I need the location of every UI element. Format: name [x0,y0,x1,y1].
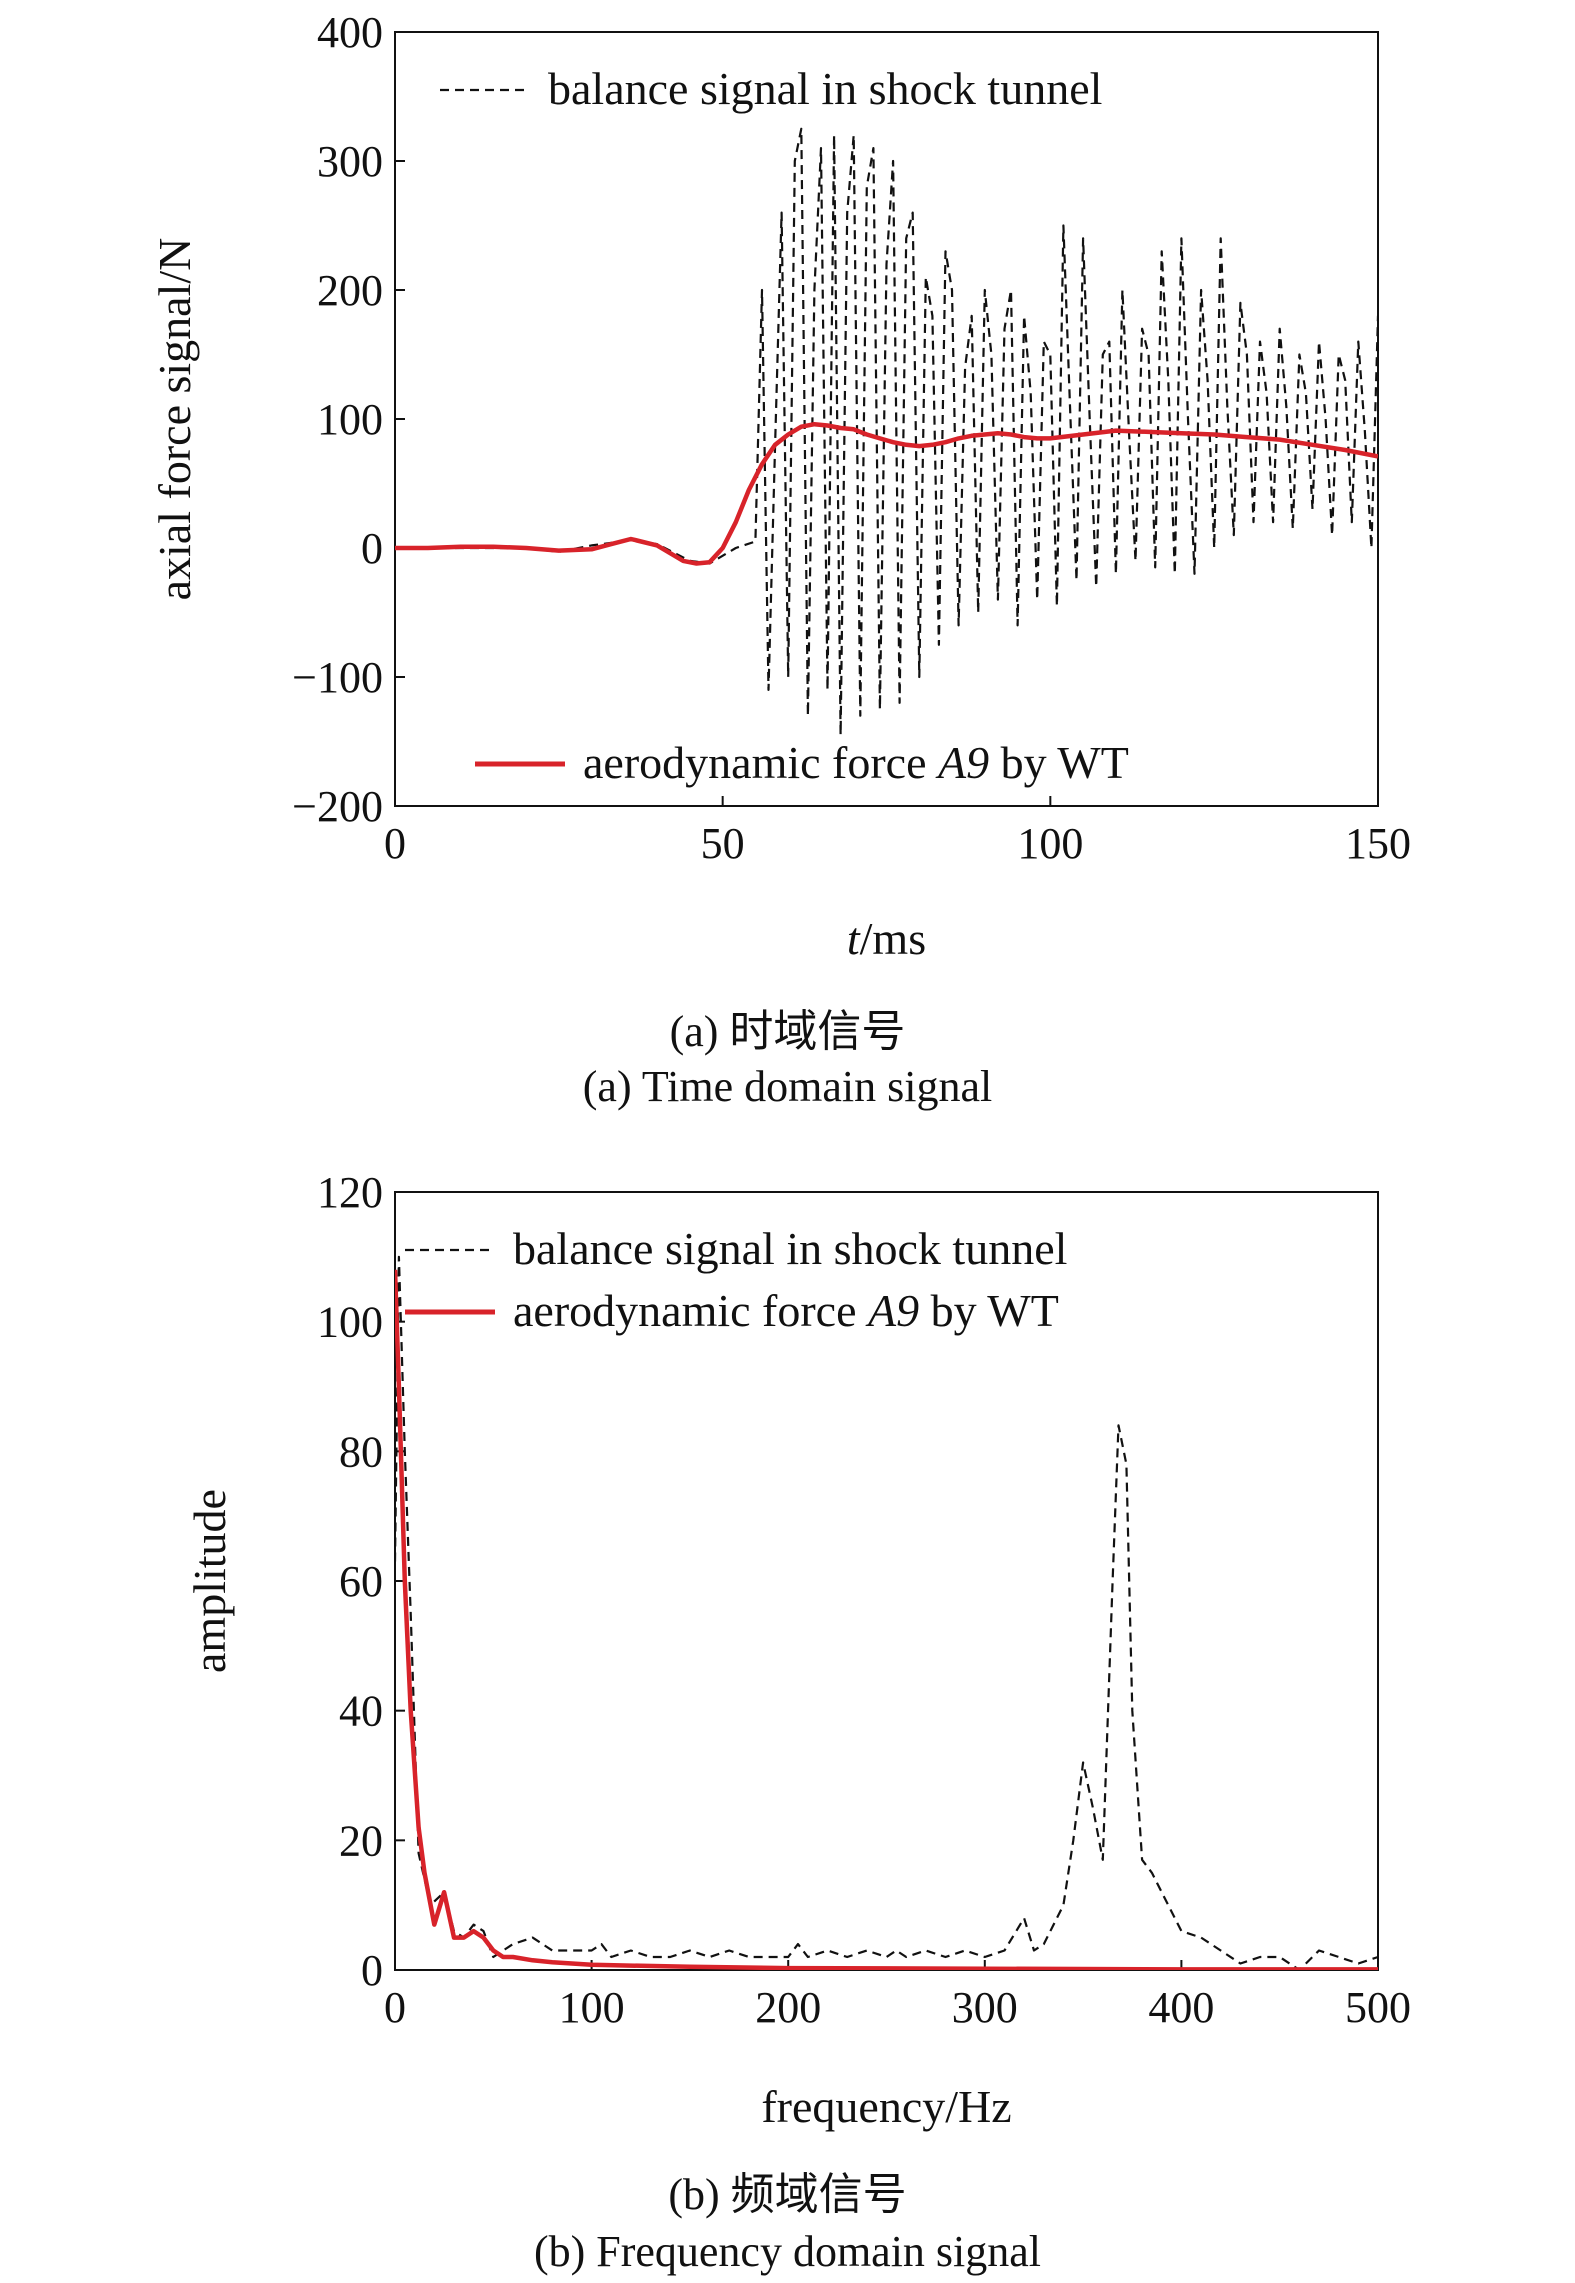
x-tick-label: 100 [559,1983,625,2032]
series-line-aerodynamic-force [395,1269,1378,1970]
legend-label: aerodynamic force A9 by WT [513,1285,1059,1336]
x-tick-label: 400 [1148,1983,1214,2032]
x-tick-label: 500 [1345,1983,1411,2032]
y-tick-label: 80 [339,1427,383,1476]
y-tick-label: 120 [317,1168,383,1217]
x-tick-label: 200 [755,1983,821,2032]
x-axis-label: frequency/Hz [761,2081,1011,2132]
y-tick-label: 0 [361,1946,383,1995]
series-line-balance-signal [395,1255,1378,1970]
series-line-balance-signal [395,127,1378,737]
y-tick-label: −200 [292,782,383,831]
y-tick-label: −100 [292,653,383,702]
x-tick-label: 100 [1017,819,1083,868]
caption-en-time-domain: (a) Time domain signal [582,1062,993,1111]
y-axis-label: amplitude [184,1489,235,1673]
y-tick-label: 60 [339,1557,383,1606]
legend-label: balance signal in shock tunnel [548,63,1102,114]
y-axis-label: axial force signal/N [149,238,200,601]
legend-label: aerodynamic force A9 by WT [583,737,1129,788]
figure-frequency-domain: 0 100 200 300 400 500 0 20 40 60 80 100 120 frequency… [0,1160,1575,2283]
plot-frame [394,31,1379,807]
x-tick-label: 50 [701,819,745,868]
figure-time-domain: 0 50 100 150 −200 −100 0 100 200 300 400 t/ms axial … [0,0,1575,1110]
y-tick-label: 40 [339,1687,383,1736]
frequency-domain-chart: 0 100 200 300 400 500 0 20 40 60 80 100 120 frequency… [184,1168,1411,2132]
y-tick-label: 200 [317,266,383,315]
legend-label: balance signal in shock tunnel [513,1223,1067,1274]
caption-cn-time-domain: (a) 时域信号 [669,1007,906,1056]
x-tick-label: 0 [384,819,406,868]
x-tick-label: 0 [384,1983,406,2032]
x-axis-label: t/ms [847,913,926,964]
y-tick-label: 0 [361,524,383,573]
y-tick-label: 400 [317,8,383,57]
x-tick-label: 150 [1345,819,1411,868]
time-domain-chart: 0 50 100 150 −200 −100 0 100 200 300 400 t/ms axial … [149,8,1411,964]
caption-en-frequency-domain: (b) Frequency domain signal [533,2227,1042,2276]
x-tick-label: 300 [952,1983,1018,2032]
y-tick-label: 300 [317,137,383,186]
y-tick-label: 100 [317,395,383,444]
y-tick-label: 20 [339,1816,383,1865]
y-tick-label: 100 [317,1298,383,1347]
series-line-aerodynamic-force [395,421,1378,566]
caption-cn-frequency-domain: (b) 频域信号 [668,2170,907,2219]
